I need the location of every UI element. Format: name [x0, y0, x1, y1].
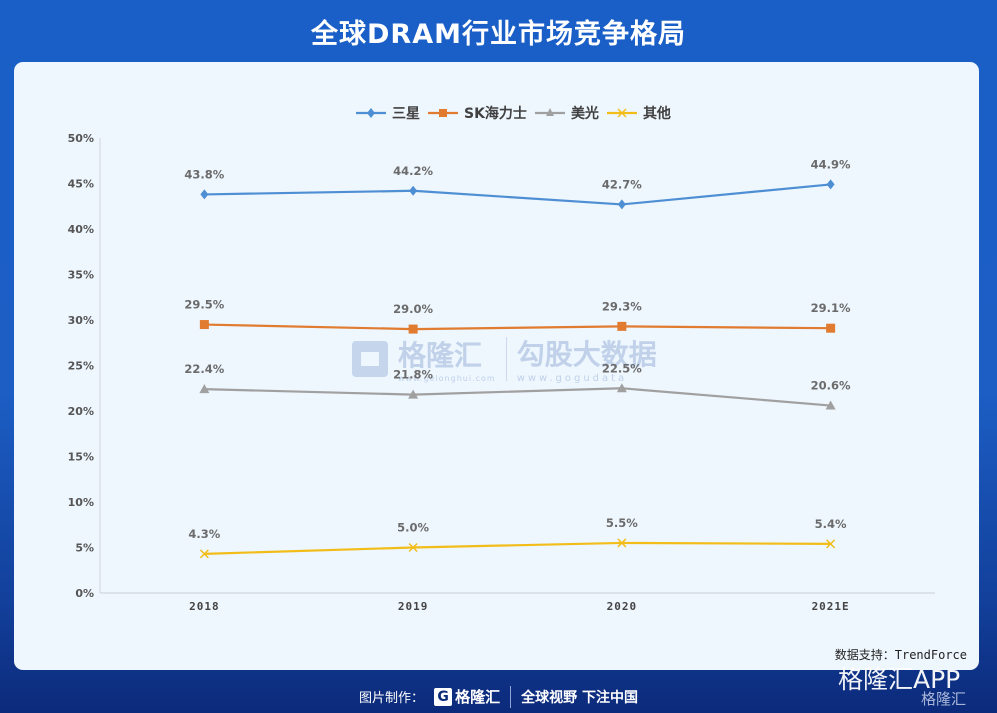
legend-label: 其他	[642, 106, 671, 122]
data-label: 44.2%	[393, 164, 433, 178]
x-marker-icon	[408, 542, 418, 553]
data-label: 29.0%	[393, 302, 433, 316]
square-marker-icon	[826, 323, 836, 333]
x-marker-icon	[826, 539, 836, 549]
gelonghui-g-icon: G	[434, 687, 453, 706]
watermark: 格隆汇 www.gelonghui.com 勾股大数据 www.gogudata	[352, 333, 657, 384]
y-tick-label: 25%	[68, 360, 94, 373]
gelonghui-logo-icon	[352, 340, 388, 377]
page-title: 全球DRAM行业市场竞争格局	[311, 18, 686, 50]
data-label: 22.5%	[602, 361, 642, 375]
x-marker-icon	[617, 538, 627, 548]
data-label: 43.8%	[184, 167, 224, 181]
legend-label: 三星	[392, 106, 420, 122]
series-line	[204, 183, 831, 206]
data-label: 5.5%	[606, 516, 638, 530]
y-tick-label: 10%	[68, 496, 94, 509]
legend-item: 三星	[356, 103, 420, 123]
legend-item: 美光	[534, 103, 599, 123]
footer-divider	[510, 685, 512, 708]
triangle-marker-icon	[616, 383, 627, 393]
x-marker-icon	[199, 549, 209, 559]
diamond-legend-icon	[356, 108, 386, 118]
x-legend-icon	[606, 108, 637, 118]
data-label: 29.1%	[811, 301, 851, 315]
data-label: 4.3%	[188, 527, 220, 541]
y-tick-label: 40%	[68, 223, 94, 236]
x-tick-label: 2019	[398, 600, 429, 613]
y-tick-label: 50%	[68, 132, 94, 145]
series-line	[204, 323, 831, 331]
footer-logo: G 格隆汇	[434, 686, 500, 707]
data-label: 44.9%	[811, 157, 851, 171]
watermark-partner: 勾股大数据	[516, 338, 657, 371]
data-source: 数据支持：TrendForce	[834, 648, 967, 662]
y-tick-label: 30%	[68, 314, 94, 327]
data-label: 5.0%	[397, 521, 429, 535]
made-by-label: 图片制作：	[359, 691, 425, 706]
watermark-partner-url: www.gogudata	[516, 373, 628, 384]
x-tick-label: 2020	[607, 600, 638, 613]
square-marker-icon	[199, 320, 209, 330]
footer: 图片制作： G 格隆汇 全球视野 下注中国	[0, 680, 997, 713]
chart-legend: 三星 SK海力士 美光 其他	[356, 103, 673, 123]
square-legend-icon	[428, 109, 458, 117]
x-tick-label: 2018	[189, 600, 220, 613]
triangle-legend-icon	[534, 108, 565, 116]
chart-panel	[14, 62, 979, 670]
watermark-divider	[505, 336, 507, 381]
y-tick-label: 0%	[75, 587, 94, 600]
footer-slogan: 全球视野 下注中国	[521, 689, 638, 706]
app-watermark: 格隆汇APP	[838, 665, 961, 694]
footer-logo-text: 格隆汇	[455, 688, 501, 706]
app-watermark-small: 格隆汇	[921, 690, 967, 708]
data-label: 42.7%	[602, 177, 642, 191]
data-label: 20.6%	[811, 379, 851, 393]
data-label: 21.8%	[393, 368, 433, 382]
square-marker-icon	[408, 324, 418, 334]
legend-item: 其他	[606, 103, 671, 123]
diamond-marker-icon	[617, 199, 626, 210]
data-label: 29.3%	[602, 299, 642, 313]
legend-item: SK海力士	[428, 103, 527, 123]
square-marker-icon	[617, 321, 627, 331]
legend-label: SK海力士	[464, 106, 527, 122]
y-tick-label: 5%	[75, 542, 94, 555]
data-label: 22.4%	[184, 362, 224, 376]
diamond-marker-icon	[826, 179, 835, 190]
data-label: 29.5%	[184, 298, 224, 312]
y-tick-label: 45%	[68, 178, 94, 191]
diamond-marker-icon	[409, 185, 418, 196]
data-label: 5.4%	[815, 517, 847, 531]
x-tick-label: 2021E	[812, 600, 850, 613]
series-line	[204, 387, 831, 407]
legend-label: 美光	[570, 106, 599, 122]
series-line	[204, 541, 831, 555]
y-tick-label: 15%	[68, 451, 94, 464]
triangle-marker-icon	[825, 400, 836, 410]
y-tick-label: 20%	[68, 405, 94, 418]
y-tick-label: 35%	[68, 269, 94, 282]
watermark-brand-url: www.gelonghui.com	[398, 374, 496, 383]
triangle-marker-icon	[199, 384, 210, 394]
triangle-marker-icon	[408, 389, 419, 399]
watermark-brand: 格隆汇	[398, 339, 483, 372]
diamond-marker-icon	[200, 189, 209, 200]
